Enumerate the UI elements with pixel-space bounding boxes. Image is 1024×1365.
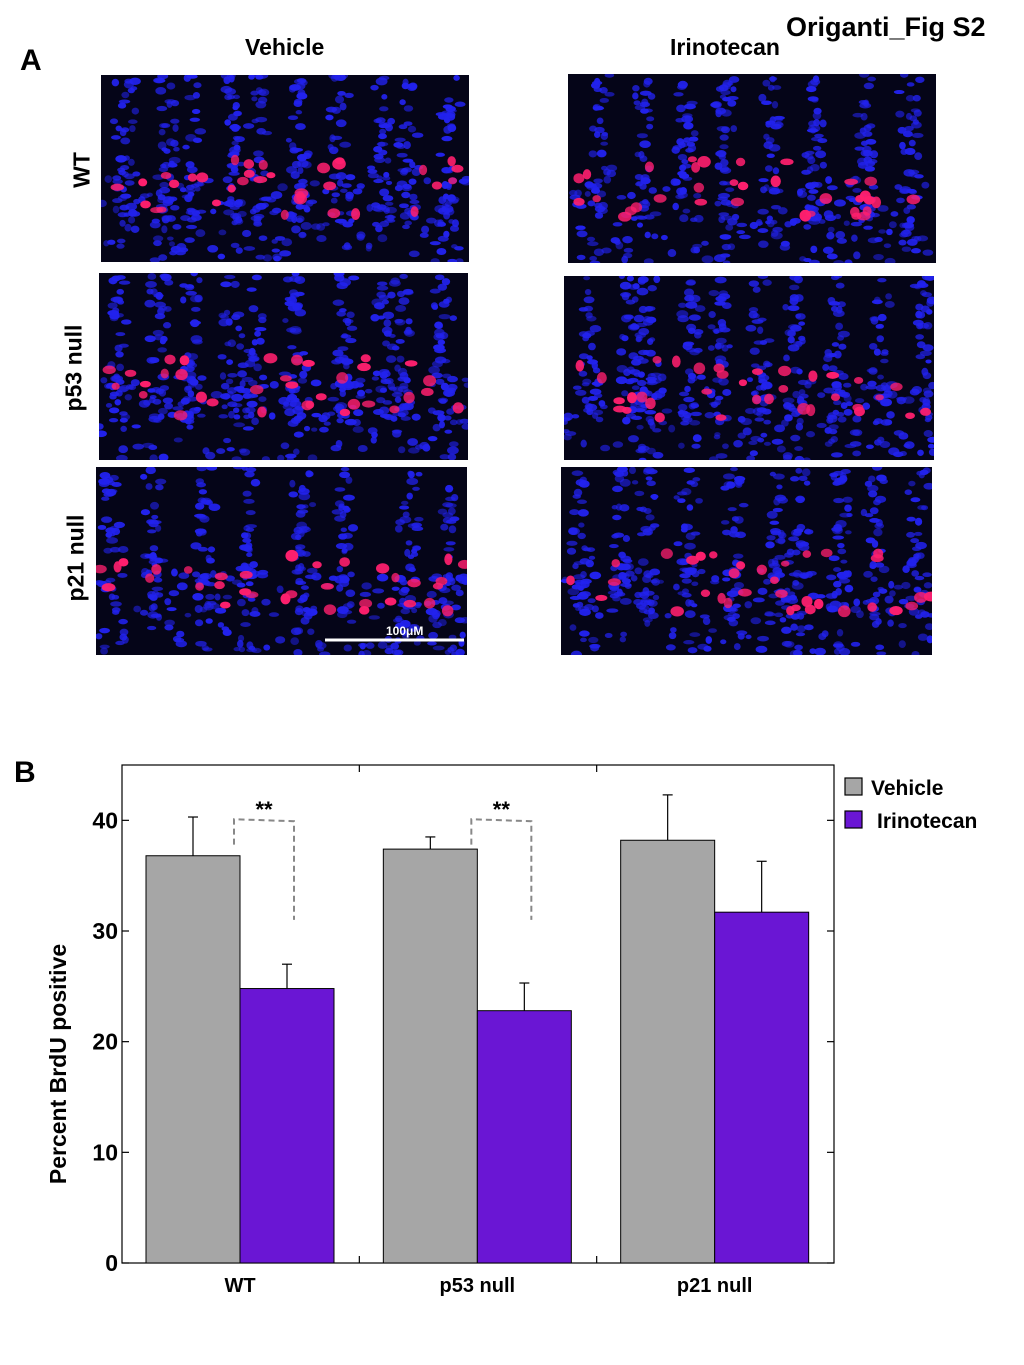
bar-irinotecan-wt — [239, 988, 335, 1264]
legend-swatch-vehicle — [844, 777, 863, 796]
micrograph-wt-vehicle — [101, 75, 469, 262]
significance-label: ** — [255, 797, 273, 822]
bar-vehicle-wt — [145, 855, 241, 1264]
y-tick-label: 20 — [92, 1029, 118, 1055]
panel-a-letter: A — [20, 44, 42, 77]
legend-label-irinotecan: Irinotecan — [877, 810, 977, 833]
bar-vehicle-p21-null — [620, 839, 716, 1264]
legend-swatch-irinotecan — [844, 810, 863, 829]
micrograph-wt-irinotecan — [568, 74, 936, 263]
significance-label: ** — [493, 797, 511, 822]
figure-label: Origanti_Fig S2 — [786, 12, 986, 42]
y-tick-label: 10 — [92, 1139, 118, 1165]
micrograph-p21-irinotecan — [561, 467, 932, 655]
y-tick-label: 0 — [105, 1250, 118, 1276]
y-tick-label: 40 — [92, 807, 118, 833]
bar-irinotecan-p21-null — [714, 911, 810, 1264]
column-label-irinotecan: Irinotecan — [670, 34, 780, 60]
micrograph-p53-irinotecan — [564, 276, 934, 460]
legend-label-vehicle: Vehicle — [871, 777, 943, 800]
x-tick-label: p21 null — [677, 1275, 753, 1297]
bar-vehicle-p53-null — [382, 848, 478, 1264]
micrograph-p53-vehicle — [99, 273, 468, 460]
y-axis-label: Percent BrdU positive — [45, 944, 71, 1184]
column-label-vehicle: Vehicle — [245, 34, 325, 60]
significance-bracket — [233, 818, 295, 920]
x-tick-label: p53 null — [440, 1275, 516, 1297]
panel-b-letter: B — [14, 756, 36, 789]
x-tick-label: WT — [224, 1275, 255, 1297]
y-tick-label: 30 — [92, 918, 118, 944]
bar-irinotecan-p53-null — [476, 1010, 572, 1264]
micrograph-p21-vehicle — [96, 467, 467, 655]
significance-bracket — [470, 818, 533, 920]
